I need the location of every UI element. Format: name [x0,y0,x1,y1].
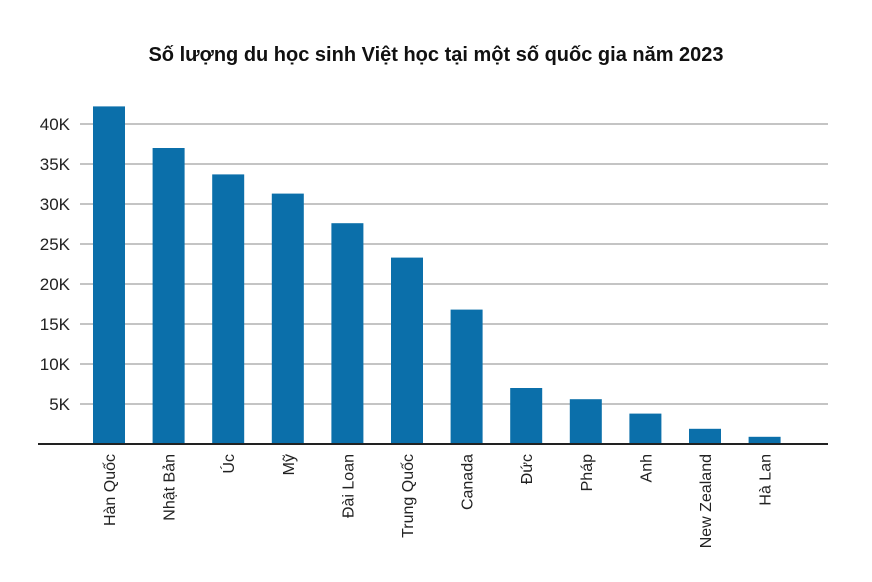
x-tick-label: Mỹ [281,454,298,475]
bar [93,106,125,445]
y-tick-label: 30K [40,195,71,214]
x-tick-label: Đức [519,454,536,484]
x-tick-label: Úc [219,454,238,474]
x-tick-label: Pháp [579,454,596,491]
x-tick-label: New Zealand [698,454,715,548]
chart-title: Số lượng du học sinh Việt học tại một số… [148,44,724,66]
y-tick-label: 15K [40,315,71,334]
bar [689,428,721,444]
bar [748,436,781,444]
x-tick-label: Anh [638,454,655,482]
y-tick-label: 10K [40,355,71,374]
y-tick-label: 35K [40,155,71,174]
y-tick-label: 20K [40,275,71,294]
y-axis-ticks: 5K 10K 15K 20K 25K 30K 35K 40K [40,115,71,414]
bar [152,148,185,444]
bar [212,174,245,444]
y-tick-label: 5K [49,395,70,414]
x-tick-label: Nhật Bản [162,454,179,521]
bar [629,413,662,444]
x-tick-label: Canada [460,454,477,510]
bar [450,309,483,444]
x-tick-label: Trung Quốc [400,454,417,538]
x-tick-label: Hàn Quốc [102,454,119,526]
bar [331,223,364,444]
x-tick-label: Hà Lan [758,454,775,506]
x-tick-label: Đài Loan [340,454,357,518]
bar [391,257,423,444]
bar [510,388,543,444]
bar [271,193,304,444]
bar [569,399,602,444]
y-tick-label: 25K [40,235,71,254]
y-tick-label: 40K [40,115,71,134]
x-axis-ticks: Hàn Quốc Nhật Bản Úc Mỹ Đài Loan Trung Quốc Ca… [102,454,775,548]
bars [93,106,781,445]
